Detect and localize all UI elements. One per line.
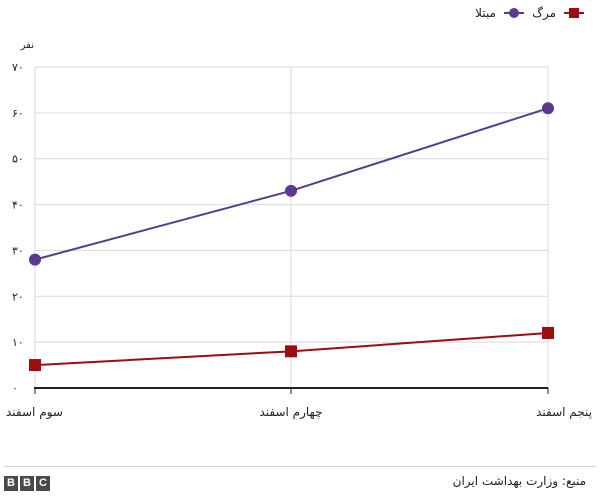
y-tick-label: ۵۰ [12, 153, 24, 166]
grid [34, 66, 549, 388]
y-tick-label: ۲۰ [12, 290, 24, 303]
data-point [542, 326, 554, 339]
legend-label: مرگ [532, 6, 556, 21]
line-chart: ۰ ۱۰ ۲۰ ۳۰ ۴۰ ۵۰ ۶۰ ۷۰ سوم اسفند چهارم اسفند پنجم … [6, 6, 592, 420]
source-note: منبع: وزارت بهداشت ایران [452, 474, 586, 488]
legend-marker [509, 8, 519, 18]
data-point [285, 345, 297, 358]
data-point [29, 359, 41, 372]
x-tick-label: پنجم اسفند [536, 405, 592, 419]
y-tick-label: ۳۰ [12, 244, 24, 257]
data-point [285, 184, 297, 197]
legend-label: مبتلا [475, 6, 496, 20]
footer-divider [4, 466, 596, 467]
y-tick-label: ۰ [12, 382, 18, 395]
y-unit-label: نفر [20, 40, 34, 51]
x-tick-label: چهارم اسفند [259, 405, 322, 420]
legend: مرگ مبتلا [475, 6, 584, 21]
series-layer [29, 102, 554, 372]
data-point [542, 102, 554, 115]
logo-letter: B [20, 476, 34, 491]
data-point [29, 253, 41, 266]
y-tick-label: ۷۰ [12, 61, 24, 74]
logo-letter: C [36, 476, 50, 491]
bbc-logo: B B C [4, 476, 50, 491]
legend-marker [569, 8, 579, 18]
axes: ۰ ۱۰ ۲۰ ۳۰ ۴۰ ۵۰ ۶۰ ۷۰ سوم اسفند چهارم اسفند پنجم … [6, 61, 592, 420]
logo-letter: B [4, 476, 18, 491]
x-tick-label: سوم اسفند [6, 405, 63, 420]
y-tick-label: ۴۰ [12, 199, 24, 212]
y-tick-label: ۶۰ [12, 107, 24, 120]
y-tick-label: ۱۰ [12, 336, 24, 349]
